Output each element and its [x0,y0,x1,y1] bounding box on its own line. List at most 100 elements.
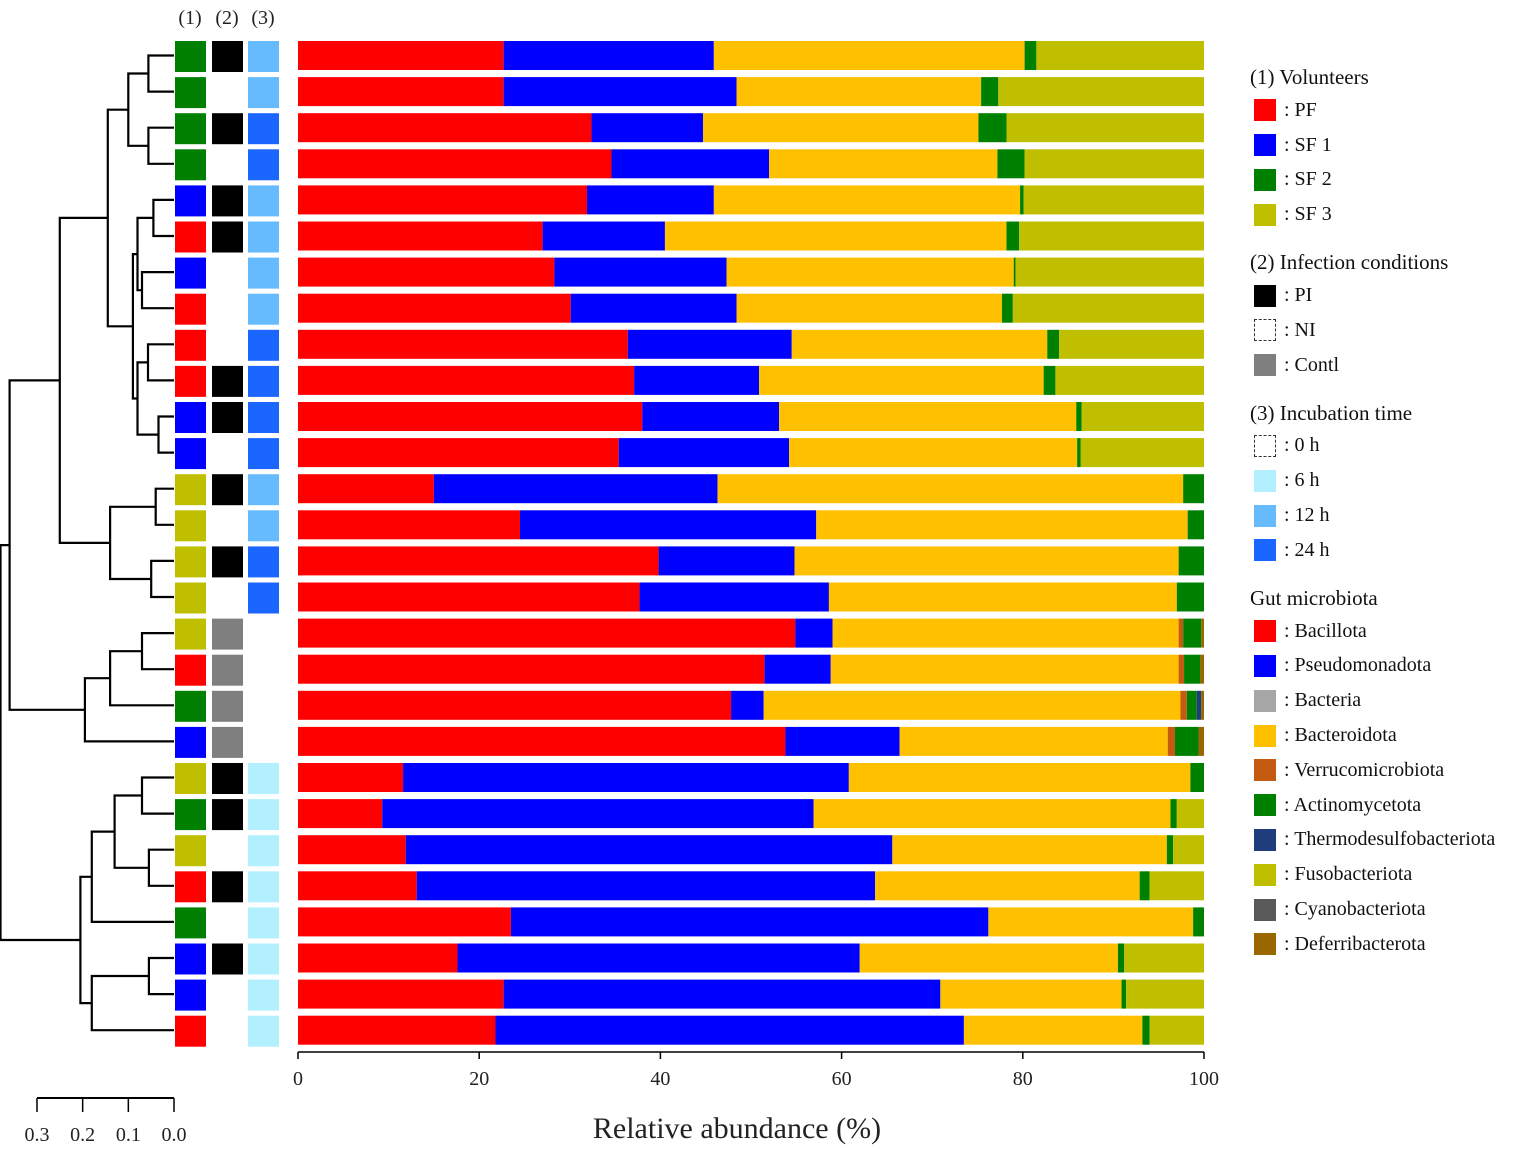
legend-item: : Contl [1250,348,1535,383]
legend-title-microbiota: Gut microbiota [1250,585,1378,610]
bar-segment-pseudomonadota [634,365,760,395]
bar-row [298,257,1204,287]
bar-segment-fusobacteriota [1015,257,1204,287]
dendrogram-branch [90,974,174,1032]
bar-row [298,221,1204,251]
volunteer-marker [175,438,206,470]
bar-segment-verrucomicrobiota [1180,690,1187,720]
x-tick-label: 20 [469,1068,489,1090]
legend-label: : Bacillota [1284,619,1367,642]
bar-segment-bacillota [298,149,612,179]
legend-item: : Pseudomonadota [1250,649,1535,684]
bar-segment-bacillota [298,402,643,431]
bar-segment-bacteroidota [702,113,979,143]
legend-swatch [1254,863,1276,886]
bar-row [298,618,1204,648]
volunteer-marker [175,618,206,650]
legend-item: : 24 h [1250,533,1535,568]
bar-segment-pseudomonadota [405,835,893,865]
bar-segment-fusobacteriota [1019,221,1204,251]
scale-tick-label: 0.1 [116,1124,141,1146]
x-tick-label: 100 [1189,1068,1219,1090]
volunteer-marker [175,871,206,903]
bar-segment-bacteroidota [832,618,1179,648]
legend-swatch [1254,539,1276,562]
volunteer-marker [175,185,206,217]
legend: (1) Volunteers : PF: SF 1: SF 2: SF 3 (2… [1250,62,1535,962]
legend-item: : 12 h [1250,498,1535,533]
bar-segment-bacillota [298,582,640,612]
sample-annotations [175,41,279,1047]
x-tick-label: 40 [650,1068,670,1090]
bar-segment-pseudomonadota [457,943,860,973]
infection-marker [212,185,243,217]
bar-segment-pseudomonadota [587,185,714,215]
bar-segment-fusobacteriota [1055,365,1204,395]
volunteer-marker [175,1015,206,1047]
dendrogram-branch [147,54,174,93]
legend-label: : SF 2 [1284,168,1332,191]
column-header-volunteers: (1) [178,7,201,29]
bar-segment-fusobacteriota [1059,329,1204,359]
infection-marker [212,221,243,253]
bar-segment-verrucomicrobiota [1167,726,1176,756]
bar-segment-bacillota [298,77,504,107]
volunteer-marker [175,221,206,253]
dendrogram-branch [147,848,174,887]
volunteer-marker [175,546,206,578]
infection-marker [212,618,243,650]
legend-label: : Bacteroidota [1284,724,1397,747]
bar-row [298,835,1204,865]
legend-swatch [1254,898,1276,921]
x-tick-label: 60 [832,1068,852,1090]
bar-row [298,402,1204,431]
dendrogram [0,54,174,1032]
dendrogram-branch [79,875,92,1005]
volunteer-marker [175,835,206,867]
bar-segment-pseudomonadota [510,907,989,937]
volunteer-marker [175,907,206,939]
legend-label: : Pseudomonadota [1284,654,1432,677]
bar-segment-bacteroidota [736,77,982,107]
bar-segment-fusobacteriota [1080,438,1204,468]
dendrogram-branch [90,830,174,923]
legend-label: : Thermodesulfobacteriota [1284,828,1496,851]
legend-title-infection: (2) Infection conditions [1250,250,1449,275]
bar-segment-bacillota [298,799,383,829]
bar-row [298,726,1204,756]
legend-group-microbiota: : Bacillota: Pseudomonadota: Bacteria: B… [1250,614,1535,962]
bar-segment-pseudomonadota [495,1015,964,1045]
dendrogram-branch [150,559,174,599]
bar-segment-actinomycetota [1076,402,1082,431]
bar-row [298,510,1204,540]
legend-label: : PF [1284,98,1317,121]
bar-segment-pseudomonadota [382,799,814,829]
dendrogram-branch [131,253,138,400]
dendrogram-branch [127,72,149,147]
legend-label: : Contl [1284,353,1340,376]
bar-segment-bacteroidota [816,510,1188,540]
dendrogram-branch [136,216,154,292]
bar-segment-pseudomonadota [639,582,829,612]
dendrogram-branch [106,108,133,328]
bar-segment-pseudomonadota [503,979,941,1009]
bar-segment-bacillota [298,907,511,937]
infection-marker [212,799,243,831]
bar-row [298,799,1204,829]
bar-segment-actinomycetota [1193,907,1204,937]
legend-swatch [1254,689,1276,712]
bar-segment-bacteroidota [791,329,1048,359]
volunteer-marker [175,979,206,1011]
legend-item: : 6 h [1250,463,1535,498]
volunteer-marker [175,690,206,722]
bar-segment-pseudomonadota [519,510,817,540]
legend-item: : PF [1250,93,1535,128]
bar-segment-bacillota [298,185,588,215]
incubation-marker [248,293,279,325]
legend-label: : 12 h [1284,504,1330,527]
scale-tick-label: 0.0 [162,1124,187,1146]
legend-swatch [1254,469,1276,492]
volunteer-marker [175,510,206,542]
legend-item: : Bacteroidota [1250,718,1535,753]
bar-segment-fusobacteriota [1126,979,1204,1009]
